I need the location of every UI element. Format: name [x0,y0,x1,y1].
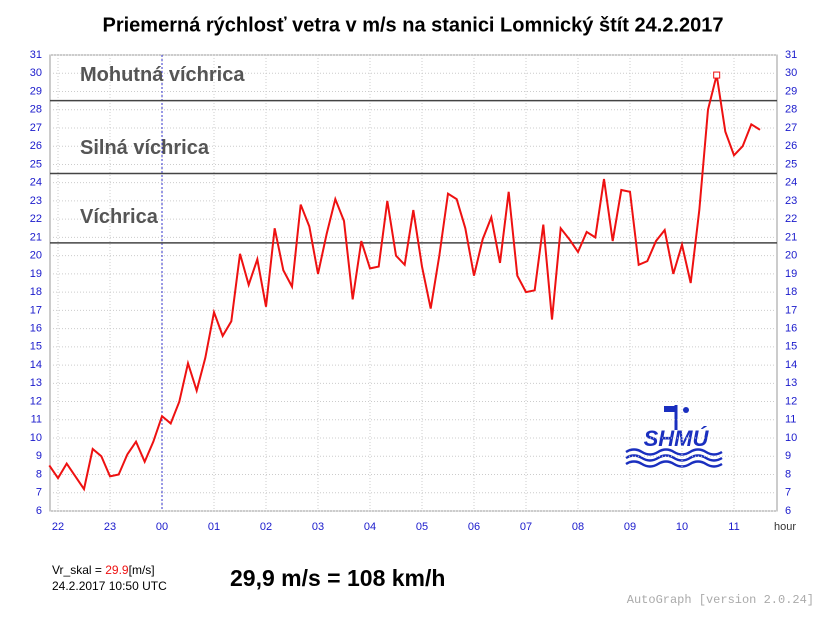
y-tick-label-right: 19 [785,268,797,280]
x-tick-label: 08 [572,521,584,533]
y-tick-label: 17 [30,304,42,316]
y-tick-label-right: 12 [785,395,797,407]
y-tick-label: 6 [36,505,42,517]
y-tick-label-right: 23 [785,195,797,207]
headline: 29,9 m/s = 108 km/h [230,565,445,591]
x-tick-label: 22 [52,521,64,533]
y-tick-label-right: 14 [785,359,797,371]
readout-name: Vr_skal = [52,563,105,577]
y-tick-label-right: 24 [785,177,797,189]
y-tick-label: 13 [30,377,42,389]
x-tick-label: 02 [260,521,272,533]
y-tick-label-right: 21 [785,231,797,243]
y-tick-label-right: 6 [785,505,791,517]
x-tick-label: 23 [104,521,116,533]
x-tick-label: 05 [416,521,428,533]
threshold-label: Silná víchrica [80,137,210,159]
y-tick-label: 14 [30,359,42,371]
y-tick-label: 21 [30,231,42,243]
x-tick-label: 09 [624,521,636,533]
y-tick-label-right: 29 [785,85,797,97]
y-tick-label-right: 31 [785,49,797,61]
x-tick-label: 01 [208,521,220,533]
chart-title: Priemerná rýchlosť vetra v m/s na stanic… [103,14,724,36]
threshold-label: Mohutná víchrica [80,64,245,86]
x-tick-label: 04 [364,521,376,533]
x-tick-label: 11 [728,521,739,533]
y-tick-label: 24 [30,177,42,189]
x-tick-label: 10 [676,521,688,533]
readout-value: 29.9 [105,563,129,577]
y-tick-label-right: 16 [785,323,797,335]
y-tick-label: 12 [30,395,42,407]
y-tick-label-right: 28 [785,104,797,116]
footer: AutoGraph [version 2.0.24] [627,593,814,607]
y-tick-label: 25 [30,158,42,170]
y-tick-label: 31 [30,49,42,61]
y-tick-label-right: 9 [785,450,791,462]
x-axis-label: hour [774,521,796,533]
y-tick-label: 9 [36,450,42,462]
readout-line: Vr_skal = 29.9[m/s] [52,563,155,577]
y-tick-label: 23 [30,195,42,207]
readout-time: 24.2.2017 10:50 UTC [52,579,167,593]
y-tick-label-right: 15 [785,341,797,353]
y-tick-label: 19 [30,268,42,280]
y-tick-label: 27 [30,122,42,134]
y-tick-label-right: 25 [785,158,797,170]
y-tick-label: 26 [30,140,42,152]
readout-unit: [m/s] [129,563,155,577]
y-tick-label-right: 27 [785,122,797,134]
y-tick-label-right: 10 [785,432,797,444]
y-tick-label: 15 [30,341,42,353]
y-tick-label: 16 [30,323,42,335]
y-tick-label-right: 8 [785,468,791,480]
series-line [48,74,761,492]
y-tick-label: 29 [30,85,42,97]
y-tick-label: 28 [30,104,42,116]
y-tick-label: 8 [36,468,42,480]
y-tick-label: 18 [30,286,42,298]
y-tick-label-right: 26 [785,140,797,152]
x-tick-label: 07 [520,521,532,533]
x-tick-label: 00 [156,521,168,533]
y-tick-label: 20 [30,250,42,262]
y-tick-label: 7 [36,487,42,499]
y-tick-label: 11 [31,414,42,426]
y-tick-label-right: 30 [785,67,797,79]
y-tick-label-right: 22 [785,213,797,225]
y-tick-label-right: 13 [785,377,797,389]
y-tick-label-right: 20 [785,250,797,262]
y-tick-label: 22 [30,213,42,225]
peak-marker [713,71,721,79]
y-tick-label-right: 7 [785,487,791,499]
x-tick-label: 03 [312,521,324,533]
y-tick-label-right: 18 [785,286,797,298]
y-tick-label-right: 11 [785,414,796,426]
y-tick-label-right: 17 [785,304,797,316]
x-tick-label: 06 [468,521,480,533]
y-tick-label: 30 [30,67,42,79]
threshold-label: Víchrica [80,206,159,228]
y-tick-label: 10 [30,432,42,444]
